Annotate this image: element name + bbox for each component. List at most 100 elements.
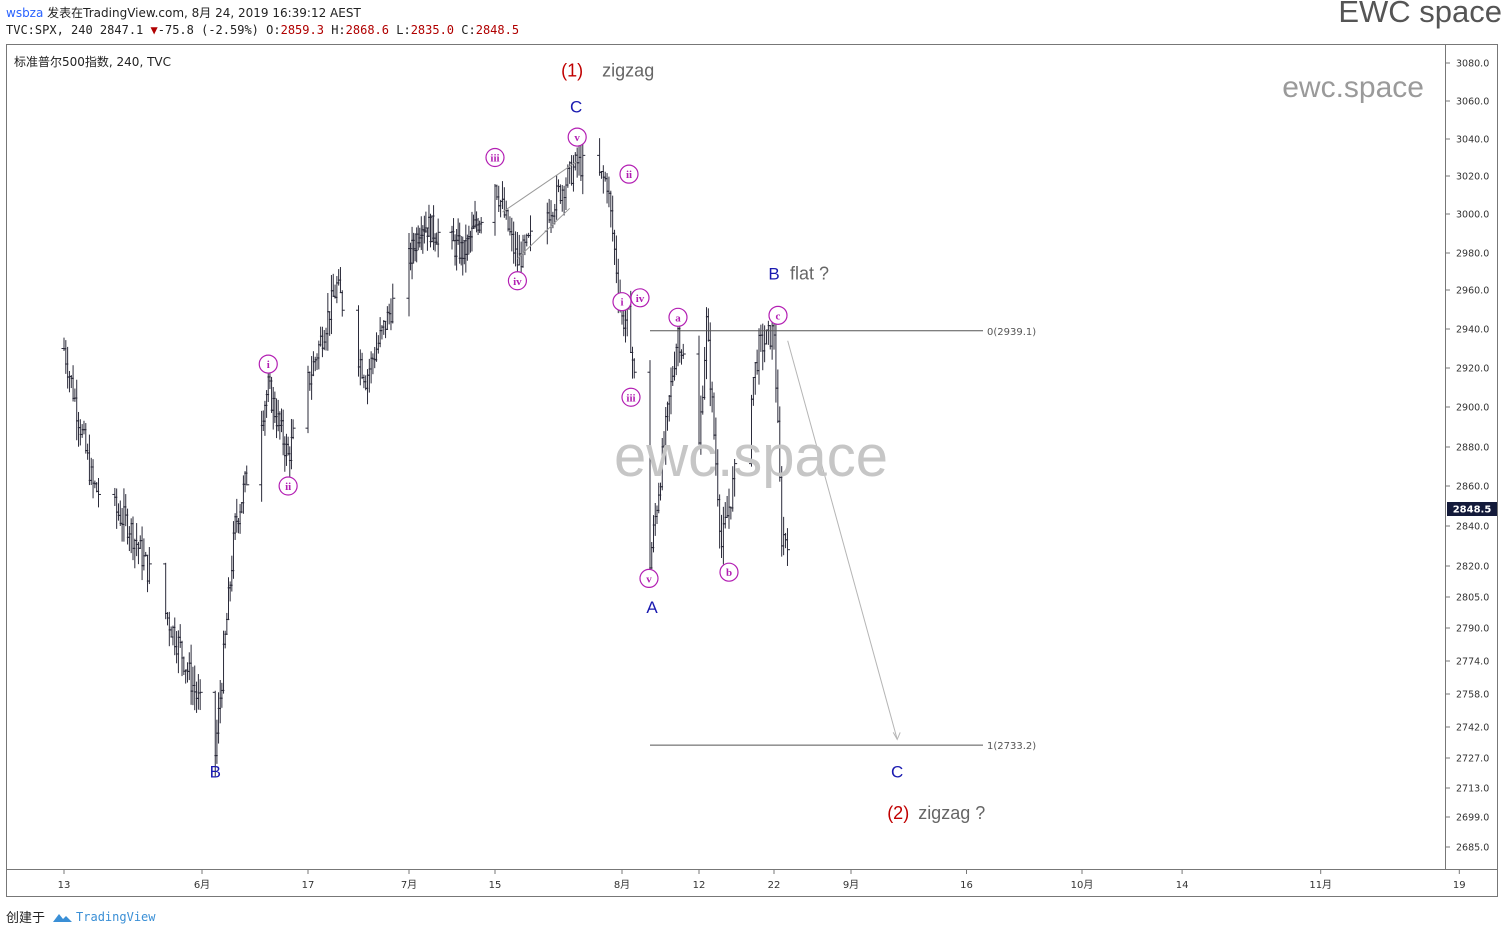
wave-circle bbox=[621, 387, 641, 407]
wave-label-minor: iii bbox=[490, 153, 499, 165]
wave-label-minor: iv bbox=[513, 276, 522, 288]
y-tick-label: 2790.0 bbox=[1456, 624, 1489, 635]
y-tick-label: 2940.0 bbox=[1456, 325, 1489, 336]
wave-label-minor: v bbox=[574, 132, 580, 144]
wave-circle bbox=[507, 271, 528, 291]
price-axis[interactable] bbox=[1446, 44, 1498, 870]
close-value: 2848.5 bbox=[475, 23, 520, 37]
y-tick-label: 3060.0 bbox=[1456, 97, 1489, 108]
x-tick-label: 16 bbox=[960, 880, 973, 891]
wave-labels: ewc.spaceewc.spaceiiiiiiivviiiiiiivvabcB… bbox=[210, 61, 1424, 823]
y-tick-label: 2758.0 bbox=[1456, 690, 1489, 701]
publish-info: wsbza 发表在TradingView.com, 8月 24, 2019 16… bbox=[6, 4, 361, 21]
current-price-badge bbox=[1447, 502, 1497, 516]
symbol-prefix: TVC:SPX, 240 2847.1 bbox=[6, 23, 144, 37]
fib-level-label: 1(2733.2) bbox=[987, 741, 1036, 752]
cloud-icon bbox=[53, 913, 73, 922]
ohlc-bars bbox=[61, 138, 790, 777]
wedge-lower-line bbox=[517, 207, 571, 259]
wave-circle bbox=[719, 562, 739, 582]
x-tick-label: 9月 bbox=[843, 879, 859, 891]
x-tick-label: 8月 bbox=[614, 879, 630, 891]
axis-ticks: 3080.0 3060.0 3040.0 3020.0 3000.0 2980.0 2960… bbox=[58, 59, 1497, 891]
x-tick-label: 6月 bbox=[194, 879, 210, 891]
wave-label-intermediate: C bbox=[891, 762, 903, 781]
symbol-info: TVC:SPX, 240 2847.1 ▼-75.8 (-2.59%) O: 28… bbox=[6, 23, 519, 37]
down-arrow-icon: ▼ bbox=[150, 23, 158, 37]
projection-arrow bbox=[787, 340, 898, 740]
y-tick-label: 2960.0 bbox=[1456, 286, 1489, 297]
y-tick-label: 3080.0 bbox=[1456, 59, 1489, 70]
x-tick-label: 17 bbox=[302, 880, 315, 891]
wave-label-minor: iii bbox=[626, 392, 635, 404]
wave-circle bbox=[258, 354, 278, 374]
y-tick-label: 2742.0 bbox=[1456, 723, 1489, 734]
created-by: 创建于 bbox=[6, 911, 46, 926]
y-tick-label: 3000.0 bbox=[1456, 210, 1489, 221]
current-price-label: 2848.5 bbox=[1453, 505, 1492, 516]
wave-label-minor: ii bbox=[626, 169, 632, 181]
x-tick-label: 13 bbox=[58, 880, 71, 891]
wave-label-minor: i bbox=[620, 297, 623, 309]
wave-label-minor: iv bbox=[636, 293, 645, 305]
y-tick-label: 2860.0 bbox=[1456, 482, 1489, 493]
wave-circle bbox=[630, 288, 650, 308]
wave-pattern-text: flat ? bbox=[790, 263, 829, 283]
x-tick-label: 22 bbox=[768, 880, 781, 891]
wave-circle bbox=[639, 568, 659, 589]
wave-label-minor: v bbox=[646, 573, 652, 585]
y-tick-label: 2980.0 bbox=[1456, 249, 1489, 260]
wave-label-minor: i bbox=[267, 359, 270, 371]
y-tick-label: 2920.0 bbox=[1456, 364, 1489, 375]
y-tick-label: 2900.0 bbox=[1456, 403, 1489, 414]
close-label: C: bbox=[461, 23, 476, 37]
low-label: L: bbox=[396, 23, 411, 37]
wave-label-intermediate: A bbox=[646, 598, 658, 617]
watermark: ewc.space bbox=[614, 424, 888, 489]
high-value: 2868.6 bbox=[345, 23, 389, 37]
publish-date: 发表在TradingView.com, 8月 24, 2019 16:39:12… bbox=[47, 6, 361, 20]
wave-label-minor: ii bbox=[285, 481, 291, 493]
chart-pane[interactable] bbox=[6, 44, 1446, 870]
annotation-lines: 0(2939.1) 1(2733.2) bbox=[502, 160, 1036, 752]
open-label: O: bbox=[266, 23, 281, 37]
x-tick-label: 19 bbox=[1453, 880, 1466, 891]
y-tick-label: 3040.0 bbox=[1456, 135, 1489, 146]
y-tick-label: 2880.0 bbox=[1456, 443, 1489, 454]
x-tick-label: 12 bbox=[693, 880, 706, 891]
y-tick-label: 2805.0 bbox=[1456, 593, 1489, 604]
wave-label-intermediate: B bbox=[768, 264, 779, 283]
time-axis[interactable] bbox=[6, 870, 1498, 897]
brand-title: EWC space bbox=[1338, 0, 1502, 29]
low-value: 2835.0 bbox=[410, 23, 455, 37]
y-tick-label: 2820.0 bbox=[1456, 562, 1489, 573]
price-change: -75.8 (-2.59%) bbox=[157, 23, 259, 37]
tradingview-logo[interactable]: TradingView bbox=[51, 909, 156, 924]
wave-label-minor: c bbox=[776, 310, 781, 322]
wave-label-intermediate: B bbox=[210, 762, 221, 781]
x-tick-label: 15 bbox=[489, 880, 502, 891]
wedge-upper-line bbox=[502, 160, 578, 213]
y-tick-label: 3020.0 bbox=[1456, 172, 1489, 183]
wave-pattern-text: zigzag bbox=[602, 61, 654, 81]
y-tick-label: 2699.0 bbox=[1456, 813, 1489, 824]
y-tick-label: 2774.0 bbox=[1456, 657, 1489, 668]
wave-circle bbox=[567, 127, 587, 147]
tradingview-text: TradingView bbox=[76, 909, 156, 924]
wave-circle bbox=[619, 164, 639, 184]
wave-label-primary: (2) bbox=[887, 803, 909, 823]
corner-brand: ewc.space bbox=[1282, 71, 1424, 104]
projection-arrowhead bbox=[892, 732, 901, 741]
y-tick-label: 2727.0 bbox=[1456, 754, 1489, 765]
wave-circle bbox=[668, 307, 688, 327]
wave-label-primary: (1) bbox=[561, 61, 583, 81]
author-link[interactable]: wsbza bbox=[6, 6, 44, 20]
wave-label-intermediate: C bbox=[570, 98, 582, 117]
y-tick-label: 2685.0 bbox=[1456, 843, 1489, 854]
wave-circle bbox=[612, 292, 632, 312]
wave-circle bbox=[485, 147, 505, 168]
y-tick-label: 2840.0 bbox=[1456, 522, 1489, 533]
x-tick-label: 7月 bbox=[401, 879, 417, 891]
x-tick-label: 11月 bbox=[1309, 879, 1332, 891]
